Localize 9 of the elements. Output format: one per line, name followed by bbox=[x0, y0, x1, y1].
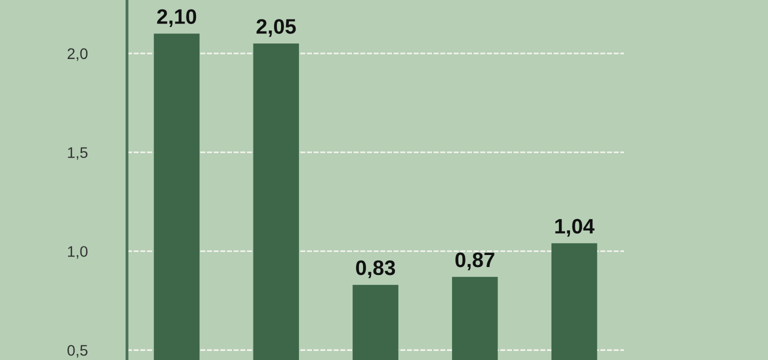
data-label: 1,04 bbox=[555, 218, 594, 237]
y-tick-label: 0,5 bbox=[67, 344, 88, 358]
y-tick-label: 1,5 bbox=[68, 147, 88, 160]
data-label: 0,87 bbox=[455, 252, 494, 270]
y-tick-label: 1,0 bbox=[68, 246, 88, 259]
data-label: 0,83 bbox=[356, 260, 396, 278]
data-label: 2,10 bbox=[157, 9, 196, 27]
data-label: 2,05 bbox=[256, 19, 296, 37]
y-tick-label: 2,0 bbox=[68, 48, 88, 61]
